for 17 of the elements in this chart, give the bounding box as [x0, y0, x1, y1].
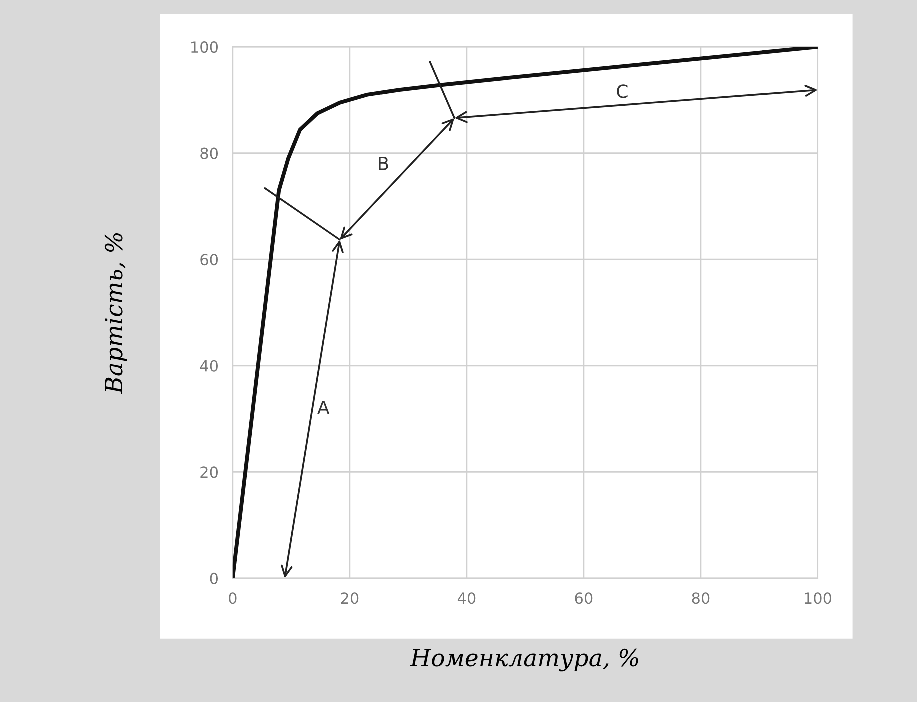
y-tick-label: 100	[192, 42, 218, 54]
y-tick-label: 80	[200, 148, 218, 160]
x-tick-label: 20	[341, 592, 359, 604]
x-axis-title: Номенклатура, %	[410, 648, 638, 672]
x-tick-label: 100	[805, 592, 832, 604]
annotation: C	[617, 84, 628, 98]
annotation: B	[379, 157, 388, 170]
x-tick-label: 60	[575, 592, 593, 604]
y-axis-title: Вартість, %	[104, 234, 128, 394]
y-tick-label: 40	[200, 360, 218, 372]
x-tick-label: 40	[458, 592, 476, 604]
x-tick-label: 80	[692, 592, 710, 604]
y-tick-label: 0	[210, 572, 218, 584]
annotation: A	[318, 401, 330, 414]
y-tick-label: 20	[200, 466, 218, 478]
y-tick-label: 60	[200, 254, 218, 266]
x-tick-label: 0	[229, 592, 237, 604]
